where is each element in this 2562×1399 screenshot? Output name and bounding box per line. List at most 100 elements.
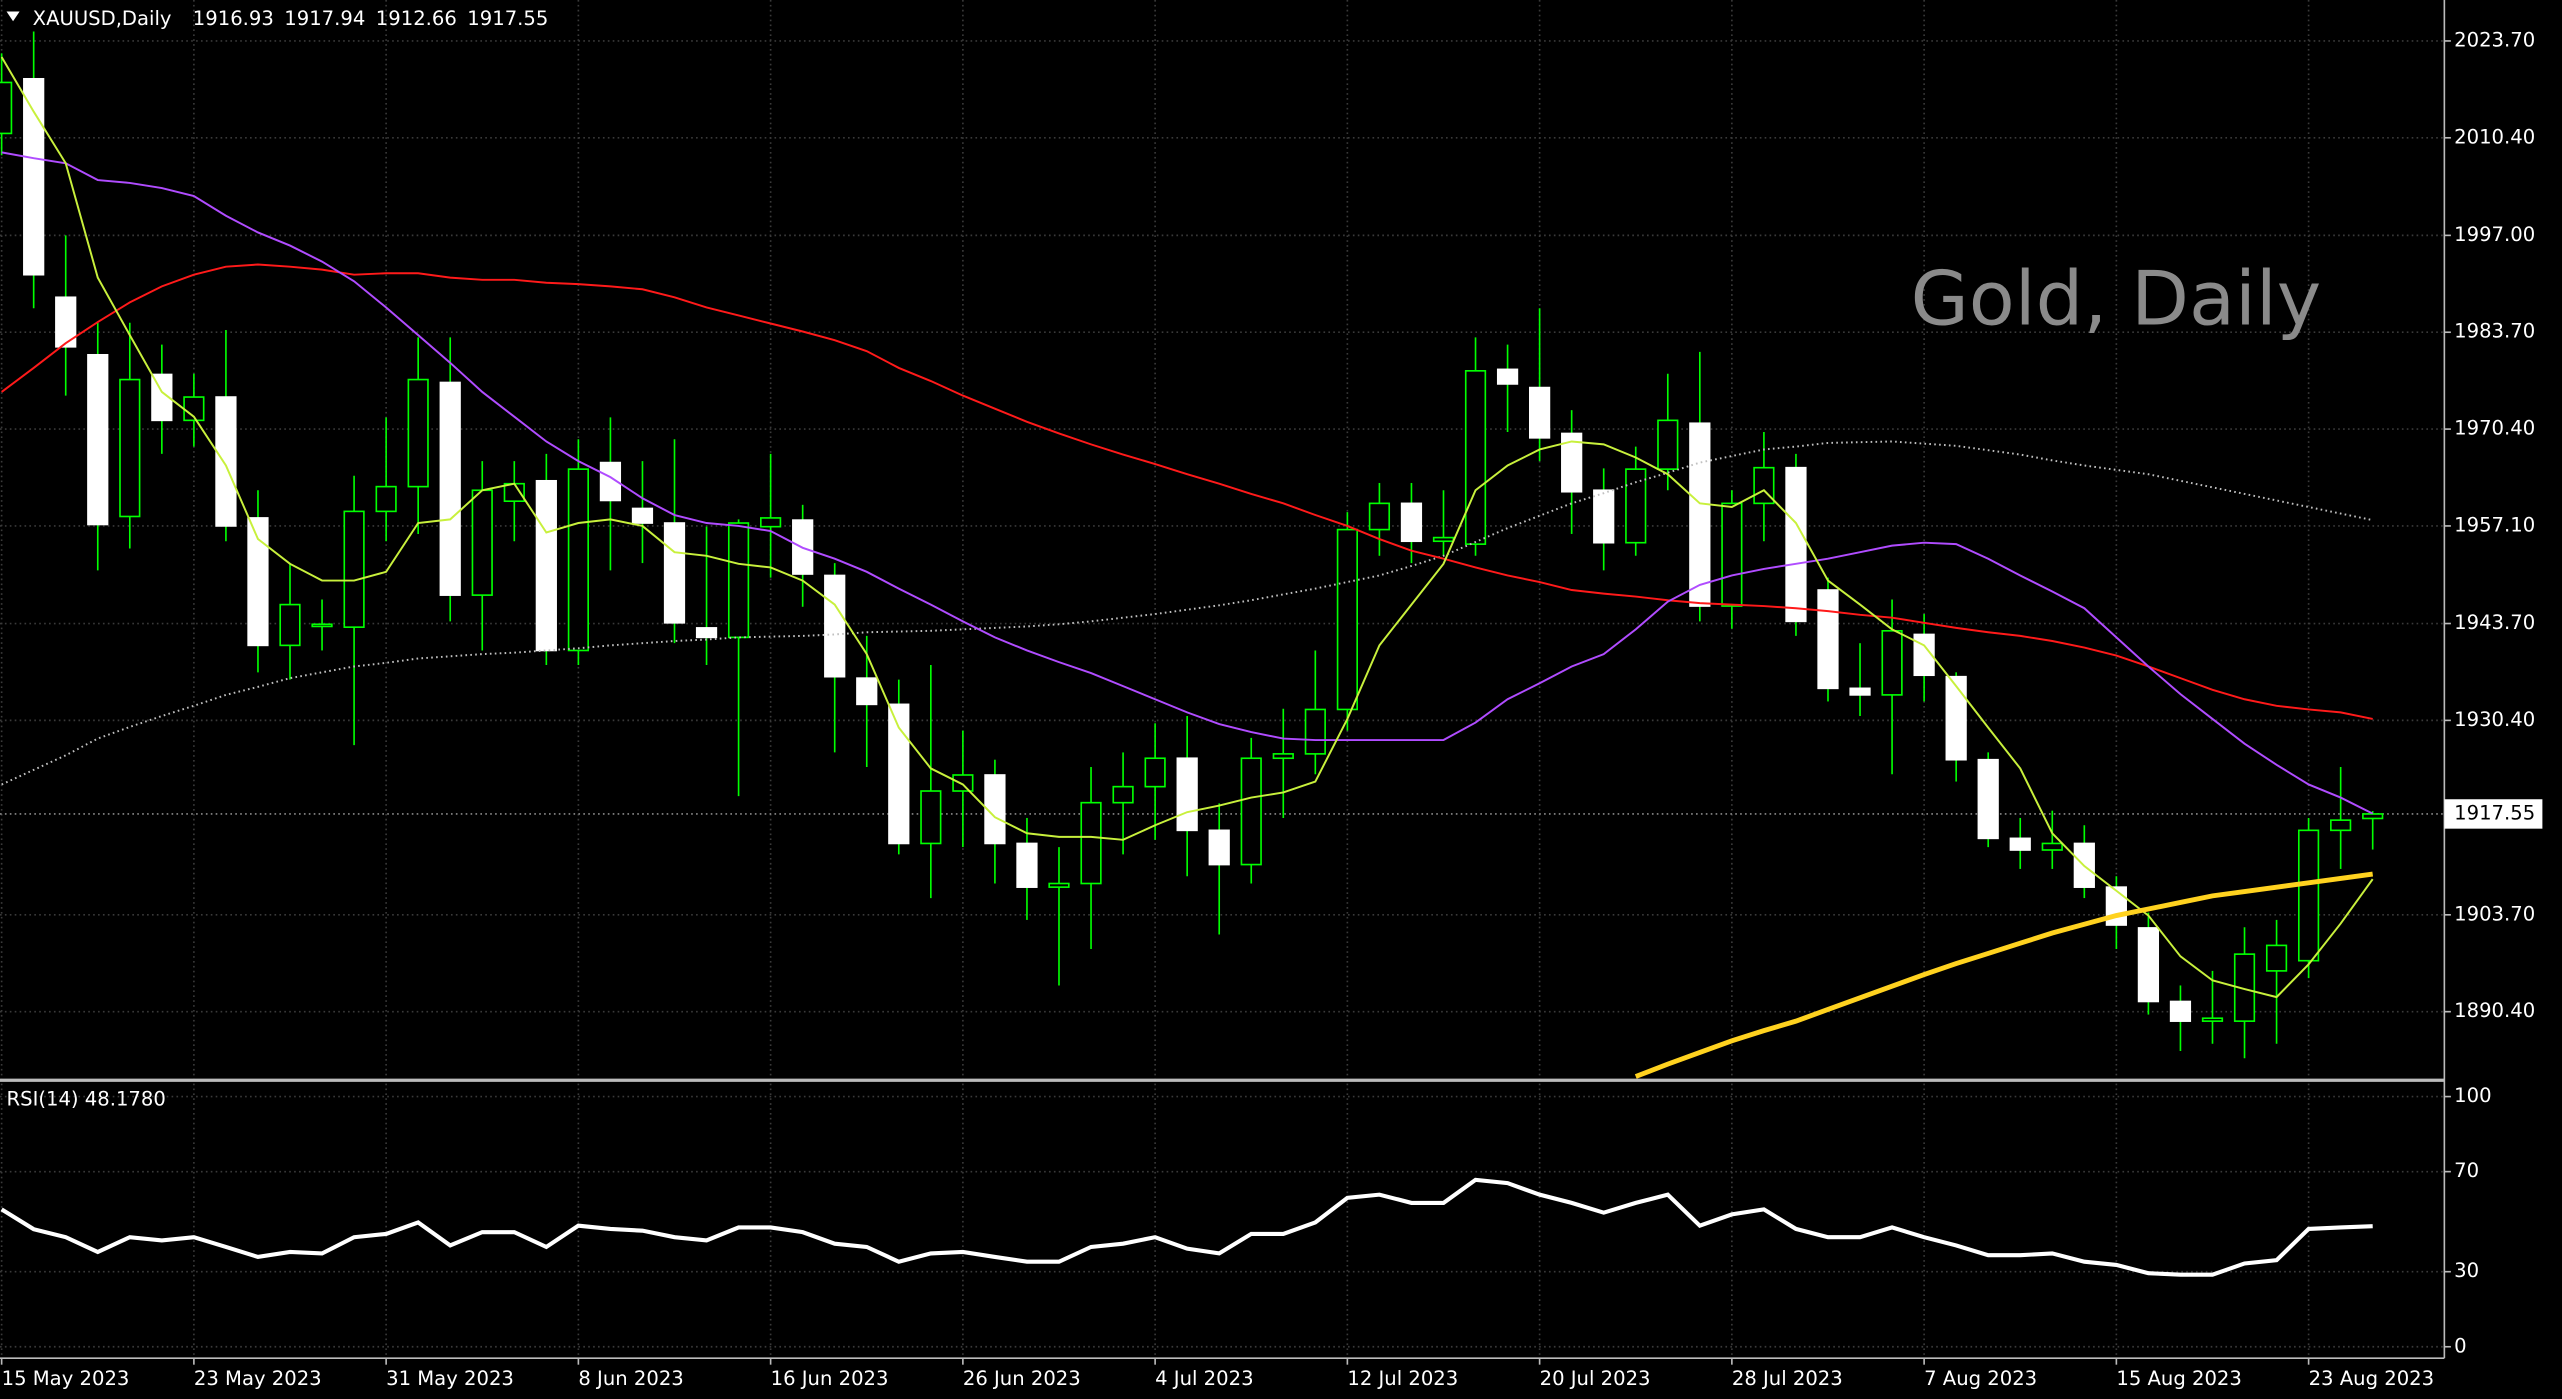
y-tick-label: 2010.40 (2454, 125, 2535, 148)
candle-body (1240, 757, 1262, 866)
candle-body (2330, 819, 2352, 832)
price-label-box (2444, 799, 2543, 829)
axis-layer: 2023.70 2010.40 1997.00 1983.70 1970.40 1957.… (0, 28, 2543, 1390)
candle-body (1112, 785, 1134, 804)
y-tick-label: 1890.40 (2454, 999, 2535, 1022)
x-tick-label: 7 Aug 2023 (1924, 1367, 2037, 1390)
candle-body (1208, 829, 1230, 866)
candle-body (1432, 536, 1455, 543)
candle-body (824, 574, 846, 678)
x-tick-label: 20 Jul 2023 (1540, 1367, 1651, 1390)
moving-average (0, 56, 2374, 999)
candle-body (663, 522, 686, 624)
candle-body (1144, 757, 1166, 788)
candle-body (407, 378, 429, 488)
moving-average (1, 151, 2374, 815)
candle-body (920, 790, 942, 845)
x-tick-label: 31 May 2023 (386, 1367, 514, 1390)
candle-body (23, 77, 45, 276)
candle-body (1016, 842, 1038, 888)
candle-body (119, 378, 141, 518)
rsi-panel (0, 1177, 2373, 1277)
y-tick-label: 70 (2454, 1159, 2479, 1182)
candle-body (727, 522, 750, 639)
candle-body (1400, 502, 1423, 543)
collapse-icon (6, 11, 20, 22)
x-tick-label: 8 Jun 2023 (578, 1367, 683, 1390)
candle-body (1977, 758, 1999, 840)
candle-body (888, 703, 910, 845)
candle-body (375, 485, 397, 513)
candle-body (215, 396, 237, 527)
header-low: 1912.66 (376, 7, 457, 30)
y-tick-label: 100 (2454, 1084, 2491, 1107)
y-tick-label: 1983.70 (2454, 320, 2535, 343)
y-tick-label: 1903.70 (2454, 902, 2535, 925)
candle-body (0, 81, 13, 135)
rsi-title: RSI(14) 48.1780 (7, 1087, 166, 1110)
moving-average (1634, 871, 2374, 1079)
candle-body (984, 774, 1006, 845)
candle-body (471, 489, 493, 596)
candle-body (2362, 813, 2384, 820)
candle-body (1048, 882, 1070, 888)
candle-body (1272, 753, 1294, 760)
header-high: 1917.94 (284, 7, 365, 30)
x-tick-label: 23 May 2023 (194, 1367, 322, 1390)
x-tick-label: 12 Jul 2023 (1347, 1367, 1458, 1390)
rsi-line (0, 1177, 2373, 1277)
x-tick-label: 23 Aug 2023 (2309, 1367, 2434, 1390)
candle-body (55, 296, 77, 348)
y-tick-label: 0 (2454, 1334, 2466, 1357)
candle-body (1945, 675, 1967, 761)
candle-body (2233, 953, 2256, 1022)
x-tick-label: 28 Jul 2023 (1732, 1367, 1843, 1390)
x-tick-label: 26 Jun 2023 (963, 1367, 1081, 1390)
y-tick-label: 1930.40 (2454, 708, 2535, 731)
y-tick-label: 1970.40 (2454, 417, 2535, 440)
y-tick-label: 30 (2454, 1259, 2479, 1282)
x-tick-label: 4 Jul 2023 (1155, 1367, 1253, 1390)
candle-body (311, 623, 333, 628)
candle-body (1561, 432, 1583, 493)
candle-body (1496, 368, 1519, 385)
candle-body (1817, 589, 1839, 690)
y-tick-label: 1943.70 (2454, 611, 2535, 634)
candle-body (1689, 422, 1711, 607)
candle-body (87, 353, 109, 526)
candle-body (599, 461, 622, 502)
y-tick-label: 1997.00 (2454, 223, 2535, 246)
candle-body (1593, 489, 1615, 544)
candle-body (1176, 757, 1198, 832)
candle-body (343, 510, 365, 628)
candle-body (695, 627, 718, 639)
symbol-title: XAUUSD,Daily (33, 7, 172, 30)
candle-body (1336, 528, 1358, 711)
candle-body (279, 603, 301, 647)
candle-body (1464, 370, 1487, 545)
header-close: 1917.55 (467, 7, 548, 30)
x-tick-label: 15 May 2023 (2, 1367, 130, 1390)
x-tick-label: 15 Aug 2023 (2116, 1367, 2241, 1390)
candle-body (2137, 927, 2160, 1003)
candle-body (247, 517, 269, 647)
x-tick-label: 16 Jun 2023 (771, 1367, 889, 1390)
candle-body (1625, 468, 1647, 544)
candle-body (1721, 502, 1743, 607)
moving-average (1, 263, 2373, 720)
candle-body (1849, 687, 1871, 696)
price-panel (0, 31, 2384, 1079)
candle-body (1785, 466, 1807, 623)
grid-layer (0, 0, 2445, 1359)
header-open: 1916.93 (193, 7, 274, 30)
candle-body (2297, 829, 2320, 962)
candle-body (1304, 708, 1326, 755)
candle-body (2169, 1000, 2192, 1022)
candle-body (2265, 944, 2288, 972)
candle-body (1080, 801, 1102, 885)
candle-body (1368, 502, 1391, 531)
y-tick-label: 1957.10 (2454, 513, 2535, 536)
candle-body (856, 677, 878, 706)
